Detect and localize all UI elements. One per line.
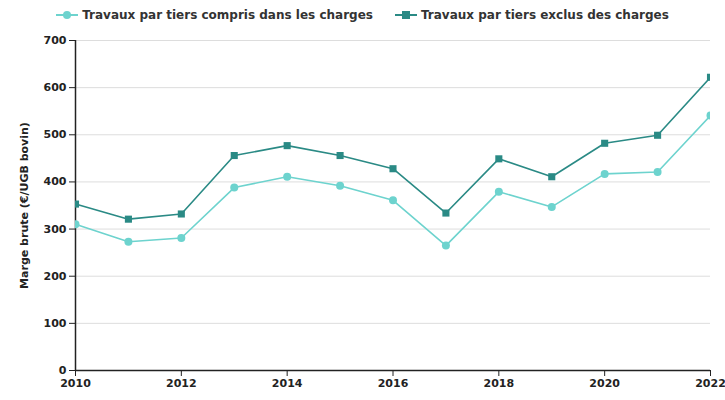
svg-text:2010: 2010 xyxy=(60,377,91,390)
svg-text:500: 500 xyxy=(44,128,67,141)
svg-text:2018: 2018 xyxy=(484,377,515,390)
svg-text:Marge brute (€/UGB bovin): Marge brute (€/UGB bovin) xyxy=(18,122,31,289)
svg-text:600: 600 xyxy=(44,81,67,94)
svg-text:700: 700 xyxy=(44,34,67,47)
svg-text:2016: 2016 xyxy=(378,377,409,390)
html-text:Travaux par tiers exclus des c: Travaux par tiers exclus des charges xyxy=(421,8,669,22)
html-text:Travaux par tiers compris dans: Travaux par tiers compris dans les charg… xyxy=(82,8,373,22)
svg-text:2014: 2014 xyxy=(272,377,303,390)
svg-text:2022: 2022 xyxy=(695,377,725,390)
svg-text:200: 200 xyxy=(44,270,67,283)
svg-text:2012: 2012 xyxy=(166,377,197,390)
svg-text:300: 300 xyxy=(44,223,67,236)
svg-text:0: 0 xyxy=(59,364,67,377)
svg-text:100: 100 xyxy=(44,317,67,330)
svg-text:400: 400 xyxy=(44,175,67,188)
svg-text:2020: 2020 xyxy=(589,377,620,390)
